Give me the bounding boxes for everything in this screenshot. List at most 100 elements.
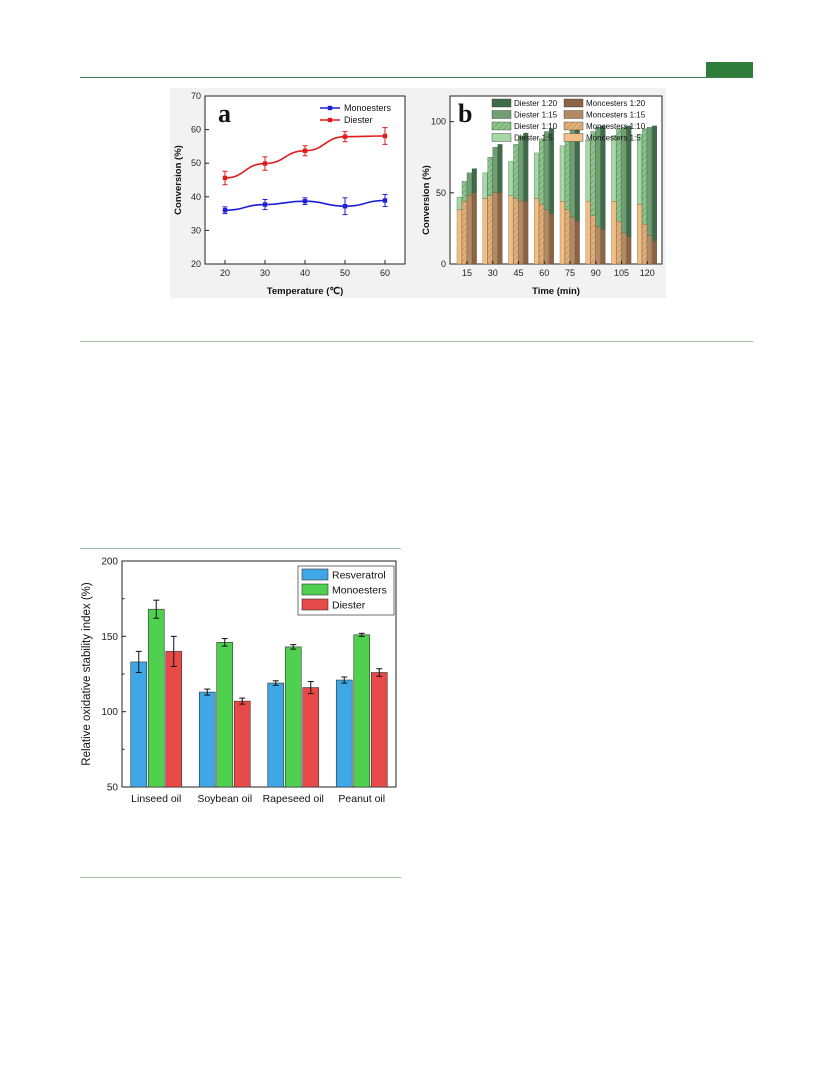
chart-oxidative-stability: 50 100 150 200 Relative oxidative stability … [78,552,400,812]
y-tick-label: 150 [101,632,118,643]
bar-diester [523,132,529,202]
bar-diester [616,128,622,222]
x-tick-label: 105 [614,268,629,278]
bar-monoester [492,192,498,265]
legend-swatch [301,583,329,596]
bar-diester [518,135,524,202]
y-axis-label: Conversion (%) [173,145,184,215]
data-point [302,148,308,153]
bar-monoester [569,216,575,265]
x-tick-label: Linseed oil [131,793,181,805]
x-tick-label: 15 [462,268,472,278]
header-accent-tab [706,62,753,77]
bar-monoester [539,204,544,265]
y-tick-label: 50 [436,188,446,198]
bar-diester [165,651,183,788]
bar-diester [544,131,549,211]
legend-label: Diester 1:15 [514,111,558,120]
legend-label: Diester 1:10 [514,122,558,131]
legend-label: Diester [332,600,366,612]
bar-monoester [559,201,565,265]
x-tick-label: 60 [539,268,549,278]
bar-diester [302,687,320,788]
legend-swatch [563,121,584,131]
x-tick-label: 75 [565,268,575,278]
bar-diester [647,127,652,236]
bar-diester [652,125,657,242]
x-tick-label: 120 [640,268,655,278]
bar-diester [482,172,488,199]
bar-diester [497,144,503,193]
legend-swatch [491,121,512,131]
bar-monoester [574,221,580,265]
data-point [382,133,388,139]
legend-swatch [563,110,584,119]
bar-monoesters [147,608,165,788]
panel-letter: a [218,99,231,128]
bar-monoester [456,209,462,265]
legend-label: Resveratrol [332,570,386,582]
bar-monoester [564,209,570,265]
bar-diester [585,139,591,202]
bar-monoester [595,226,601,265]
legend-label: Monoesters [332,585,387,597]
y-tick-label: 0 [441,259,446,269]
bar-diester [559,145,565,202]
plot-frame [204,95,406,265]
x-tick-label: 60 [380,268,390,278]
bar-monoester [600,229,606,265]
x-tick-label: 20 [220,268,230,278]
bar-monoesters [353,634,371,788]
bar-diester [564,134,570,211]
data-point [262,202,268,207]
legend-swatch [563,133,584,142]
data-point [222,175,228,181]
x-tick-label: Rapeseed oil [263,793,324,805]
bar-monoester [611,201,617,265]
bar-monoester [585,201,591,265]
bar-monoester [461,201,467,265]
bar-diester [370,672,388,788]
bar-diester [590,131,596,216]
bar-diester [642,128,647,225]
data-point [342,204,348,209]
legend-swatch [301,568,329,581]
bar-monoesters [284,646,302,788]
y-tick-label: 40 [191,192,201,202]
bar-monoester [647,235,652,265]
y-tick-label: 70 [191,91,201,101]
x-axis-label: Temperature (℃) [267,286,343,297]
x-tick-label: 45 [513,268,523,278]
legend-swatch [491,98,512,108]
panel-letter: b [458,99,472,128]
bar-resveratrol [130,661,148,788]
legend-label: Diester 1:5 [514,134,553,143]
legend-label: Monoesters [344,103,392,113]
bar-monoester [652,241,657,265]
bar-diester [492,147,498,193]
legend-label: Diester 1:20 [514,99,558,108]
legend-label: Moncesters 1:10 [586,122,646,131]
bar-diester [456,196,462,211]
x-tick-label: 30 [260,268,270,278]
bar-resveratrol [335,679,353,788]
bar-monoester [513,198,519,265]
bar-monoester [621,232,627,265]
legend-swatch [301,598,329,611]
x-tick-label: Peanut oil [338,793,385,805]
bar-diester [461,181,467,202]
legend-marker [327,105,333,111]
x-tick-label: 50 [340,268,350,278]
bar-resveratrol [267,682,285,788]
bar-monoester [518,201,524,265]
y-tick-label: 50 [107,783,119,794]
bar-monoester [544,209,549,265]
y-tick-label: 60 [191,125,201,135]
x-tick-label: 90 [591,268,601,278]
bar-diester [534,152,539,199]
bar-monoester [466,195,472,265]
bar-monoester [549,214,554,265]
bar-diester [513,144,519,199]
figure-1: 20 30 40 50 60 70 20 30 40 50 60 Temperature (℃) Con… [170,88,666,298]
y-axis-label: Conversion (%) [421,165,432,235]
